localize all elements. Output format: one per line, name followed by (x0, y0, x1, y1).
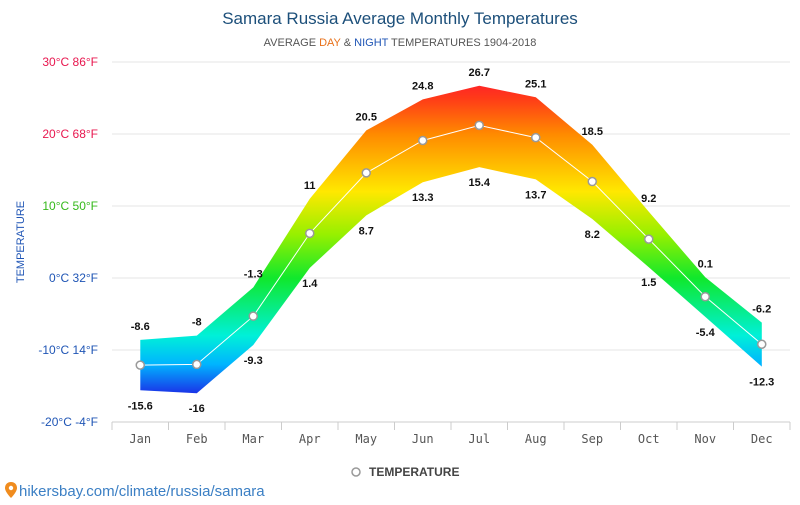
average-point-sep[interactable] (587, 176, 597, 187)
average-point-jan[interactable] (135, 360, 145, 370)
temperature-band-area (140, 85, 762, 394)
night-label-jul: 15.4 (469, 177, 491, 189)
night-label-dec: -12.3 (749, 377, 774, 389)
y-tick-label: -10°C 14°F (38, 343, 98, 357)
y-tick-label: -20°C -4°F (41, 415, 98, 429)
y-tick-label: 20°C 68°F (42, 127, 98, 141)
night-label-aug: 13.7 (525, 189, 546, 201)
x-tick-label-jul: Jul (468, 432, 490, 446)
day-label-sep: 18.5 (582, 126, 603, 138)
day-label-dec: -6.2 (752, 304, 771, 316)
y-axis-tick-labels: 30°C 86°F 20°C 68°F 10°C 50°F 0°C 32°F -10°C… (38, 55, 98, 429)
average-point-oct[interactable] (644, 234, 654, 244)
average-point-jun[interactable] (418, 135, 428, 146)
x-tick-label-nov: Nov (694, 432, 716, 446)
average-point-nov[interactable] (700, 291, 710, 302)
day-label-jul: 26.7 (469, 67, 490, 79)
chart-title: Samara Russia Average Monthly Temperatur… (222, 9, 578, 28)
night-label-sep: 8.2 (585, 229, 600, 241)
y-tick-label: 30°C 86°F (42, 55, 98, 69)
temperature-range-band (140, 85, 762, 394)
chart-subtitle: AVERAGE DAY & NIGHT TEMPERATURES 1904-20… (264, 37, 537, 49)
night-label-feb: -16 (189, 403, 205, 415)
day-label-jan: -8.6 (131, 321, 150, 333)
average-point-feb[interactable] (192, 359, 202, 370)
night-label-apr: 1.4 (302, 278, 318, 290)
y-axis-title: TEMPERATURE (15, 201, 27, 283)
x-axis: Jan Feb Mar Apr May Jun Jul Aug Sep Oct Nov Dec (111, 421, 791, 446)
night-label-nov: -5.4 (696, 327, 716, 339)
day-label-mar: -1.3 (244, 268, 263, 280)
average-point-aug[interactable] (531, 132, 541, 143)
day-label-nov: 0.1 (698, 258, 713, 270)
average-point-jul[interactable] (474, 120, 484, 131)
x-tick-label-sep: Sep (581, 432, 603, 446)
x-tick-label-jun: Jun (412, 432, 434, 446)
data-labels: -8.6 -15.6 -8 -16 -1.3 -9.3 11 1.4 20.5 8.7 24.8 13… (128, 67, 775, 415)
x-tick-label-mar: Mar (242, 432, 264, 446)
average-point-may[interactable] (361, 168, 371, 178)
subtitle-prefix: AVERAGE (264, 37, 319, 49)
day-label-aug: 25.1 (525, 78, 546, 90)
average-point-mar[interactable] (248, 311, 258, 321)
legend-marker (351, 467, 361, 477)
x-tick-label-oct: Oct (638, 432, 660, 446)
y-tick-label: 10°C 50°F (42, 199, 98, 213)
x-tick-label-aug: Aug (525, 432, 547, 446)
subtitle-night: NIGHT (354, 37, 389, 49)
x-tick-label-dec: Dec (751, 432, 773, 446)
night-label-may: 8.7 (359, 225, 374, 237)
subtitle-suffix: TEMPERATURES 1904-2018 (388, 37, 536, 49)
source-link[interactable]: hikersbay.com/climate/russia/samara (19, 483, 265, 500)
x-tick-label-may: May (355, 432, 377, 446)
legend[interactable]: TEMPERATURE (351, 465, 459, 479)
average-line (140, 124, 763, 366)
night-label-jun: 13.3 (412, 192, 433, 204)
day-label-may: 20.5 (356, 111, 377, 123)
night-label-oct: 1.5 (641, 277, 656, 289)
x-tick-label-jan: Jan (129, 432, 151, 446)
legend-label-temperature: TEMPERATURE (369, 465, 459, 479)
night-label-mar: -9.3 (244, 355, 263, 367)
x-tick-label-feb: Feb (186, 432, 208, 446)
night-label-jan: -15.6 (128, 400, 153, 412)
day-label-jun: 24.8 (412, 80, 433, 92)
subtitle-amp: & (341, 37, 354, 49)
y-tick-label: 0°C 32°F (49, 271, 98, 285)
map-pin-icon-hole (8, 485, 14, 491)
footer-source[interactable]: hikersbay.com/climate/russia/samara (5, 482, 265, 500)
average-point-dec[interactable] (757, 339, 767, 349)
average-point-apr[interactable] (305, 228, 315, 239)
day-label-feb: -8 (192, 317, 202, 329)
subtitle-day: DAY (319, 37, 341, 49)
day-label-apr: 11 (304, 180, 316, 192)
day-label-oct: 9.2 (641, 193, 656, 205)
average-temperature-series (135, 120, 767, 370)
x-tick-label-apr: Apr (299, 432, 321, 446)
